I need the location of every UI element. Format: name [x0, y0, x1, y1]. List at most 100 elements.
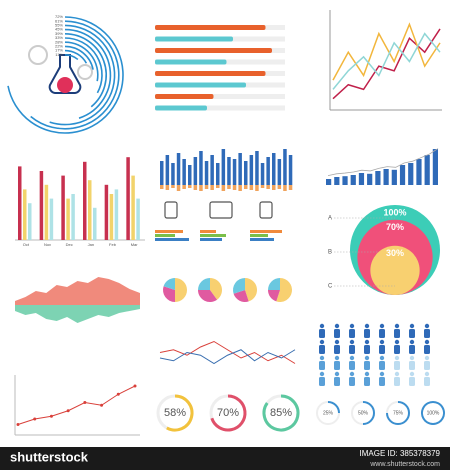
person-head	[349, 323, 355, 329]
marker	[83, 401, 87, 404]
radial-label: 33%	[55, 35, 63, 40]
donut-label: 58%	[164, 407, 186, 419]
donut-arc	[262, 394, 300, 432]
person-body	[334, 345, 340, 354]
bar	[39, 171, 44, 240]
person-head	[364, 339, 370, 345]
bar	[260, 163, 265, 185]
person-head	[364, 355, 370, 361]
donut-arc	[210, 394, 247, 432]
donut-arc	[421, 401, 445, 425]
bar	[250, 230, 282, 233]
marker	[116, 392, 120, 396]
bar	[255, 185, 259, 191]
bar	[250, 238, 274, 241]
device-icon	[259, 201, 273, 219]
line	[159, 349, 296, 365]
circle-label: 70%	[386, 222, 404, 232]
bar	[367, 173, 373, 185]
person-head	[424, 323, 430, 329]
radial-arc	[64, 49, 88, 64]
person-body	[409, 345, 415, 354]
person-head	[319, 323, 325, 329]
area-up	[15, 277, 140, 305]
person-body	[319, 377, 325, 386]
bar	[109, 194, 114, 240]
pie-slice	[163, 286, 175, 302]
person-head	[349, 371, 355, 377]
bar	[266, 185, 270, 189]
person-body	[394, 329, 400, 338]
device-icon	[209, 201, 233, 219]
bar	[93, 207, 97, 240]
person-head	[334, 323, 340, 329]
pie-slice	[210, 278, 222, 300]
x-tick-label: Oct	[23, 242, 30, 247]
radial-arc	[64, 37, 103, 94]
bar	[232, 185, 237, 190]
progress-bar	[155, 82, 246, 88]
person-body	[334, 377, 340, 386]
person-body	[409, 377, 415, 386]
marker	[33, 417, 37, 421]
person-head	[424, 371, 430, 377]
radial-arc	[49, 24, 116, 126]
person-body	[319, 345, 325, 354]
bar	[199, 185, 203, 191]
person-body	[364, 345, 370, 354]
bar	[244, 185, 248, 189]
progress-bar	[155, 59, 227, 65]
bar	[424, 155, 430, 185]
image-id: IMAGE ID: 385378379	[360, 449, 441, 458]
person-head	[364, 371, 370, 377]
bar	[66, 198, 70, 240]
bar	[155, 234, 175, 237]
progress-bar	[155, 25, 266, 30]
bar	[432, 149, 438, 185]
bar	[399, 165, 406, 185]
x-tick-label: Dec	[66, 242, 73, 247]
donut-label: 85%	[270, 407, 292, 419]
donut-label: 100%	[427, 410, 440, 416]
bar	[416, 159, 422, 185]
radial-label: 11%	[55, 52, 63, 57]
person-body	[379, 345, 385, 354]
bar	[18, 166, 22, 240]
bar	[88, 180, 92, 240]
bar	[200, 230, 216, 233]
bar	[165, 155, 170, 185]
radial-label: 72%	[55, 14, 63, 19]
bar	[375, 171, 381, 185]
radial-arc	[64, 45, 94, 70]
bar	[182, 159, 186, 185]
person-head	[349, 355, 355, 361]
bar	[165, 185, 170, 190]
progress-bar	[155, 94, 214, 99]
person-head	[409, 339, 415, 345]
person-body	[379, 377, 385, 386]
pie-slice	[268, 290, 280, 302]
pie-slice	[233, 290, 249, 303]
line	[332, 22, 441, 81]
bar	[160, 185, 164, 189]
person-head	[319, 339, 325, 345]
person-head	[424, 355, 430, 361]
person-body	[364, 361, 370, 370]
person-head	[394, 339, 400, 345]
radial-label: 55%	[55, 22, 63, 27]
person-body	[334, 329, 340, 338]
person-head	[409, 323, 415, 329]
person-body	[319, 329, 325, 338]
bar	[260, 185, 265, 188]
person-body	[319, 361, 325, 370]
bar	[288, 155, 293, 185]
radial-label: 61%	[55, 18, 63, 23]
bar	[272, 185, 276, 190]
bar	[200, 238, 222, 241]
bar	[176, 185, 181, 191]
bar	[83, 161, 87, 240]
radial-arc	[64, 54, 79, 61]
bar	[249, 155, 254, 185]
person-head	[424, 339, 430, 345]
person-head	[394, 371, 400, 377]
